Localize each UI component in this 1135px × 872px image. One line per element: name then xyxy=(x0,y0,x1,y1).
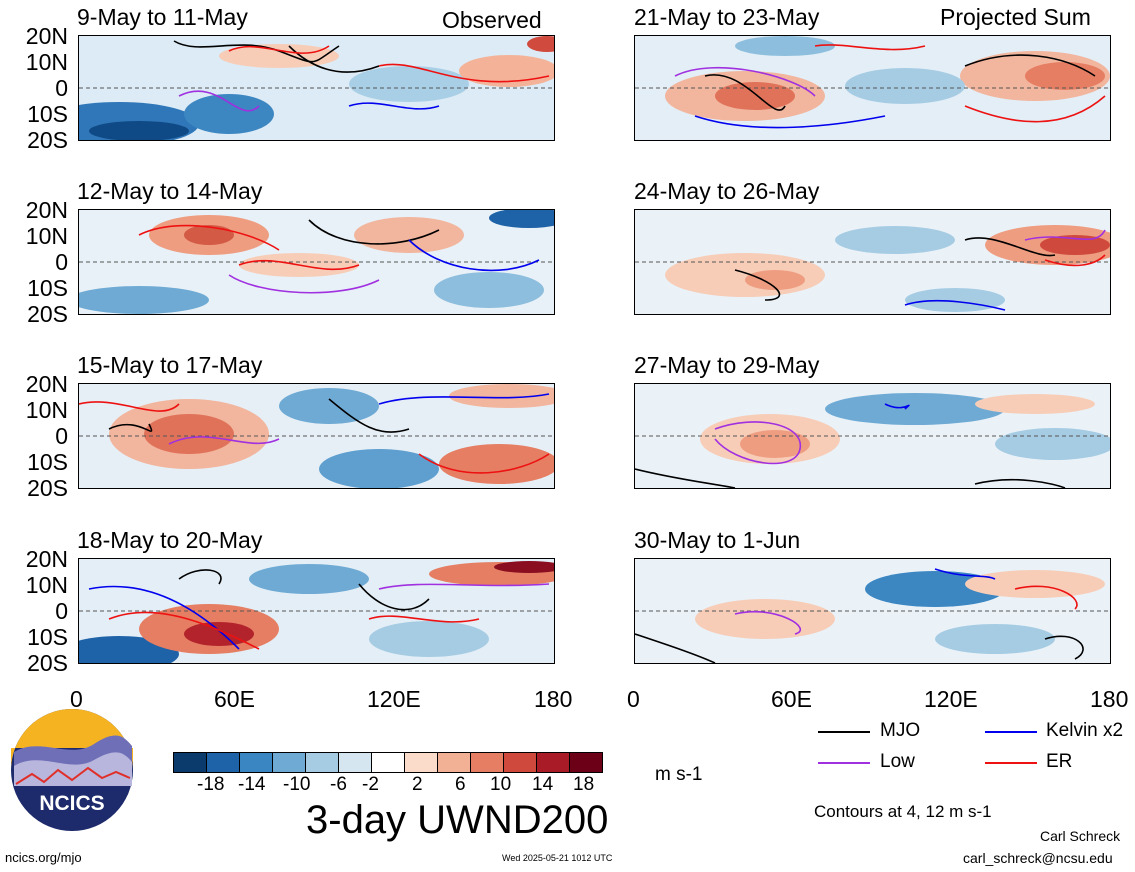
map-panel-right-2 xyxy=(634,209,1111,315)
lon-label: 60E xyxy=(771,686,812,712)
lat-label: 20S xyxy=(27,301,68,327)
svg-text:NCICS: NCICS xyxy=(39,792,104,815)
legend-label-kelvin: Kelvin x2 xyxy=(1046,720,1124,741)
lat-label: 10S xyxy=(27,449,68,475)
lon-label: 60E xyxy=(214,686,255,712)
lat-label: 0 xyxy=(55,423,68,449)
colorbar-swatch xyxy=(372,753,405,772)
colorbar-tick: -2 xyxy=(362,774,379,795)
colorbar-swatch xyxy=(306,753,339,772)
map-panel-right-3 xyxy=(634,383,1111,489)
lon-label: 180 xyxy=(534,686,573,712)
panel-title-left-2: 12-May to 14-May xyxy=(77,178,263,204)
colorbar-tick: 10 xyxy=(490,774,512,795)
colorbar-units: m s-1 xyxy=(655,764,703,785)
legend-line-low xyxy=(818,762,870,764)
colorbar-tick: 2 xyxy=(412,774,423,795)
map-panel-right-4 xyxy=(634,558,1111,664)
panel-title-left-3: 15-May to 17-May xyxy=(77,352,263,378)
legend-label-mjo: MJO xyxy=(880,720,921,741)
lon-label: 120E xyxy=(367,686,421,712)
field-right-2 xyxy=(635,210,1110,314)
projected-sum-label: Projected Sum xyxy=(940,4,1091,30)
lat-label: 10N xyxy=(25,223,68,249)
colorbar-swatch xyxy=(570,753,602,772)
footer-url[interactable]: ncics.org/mjo xyxy=(5,850,82,865)
lat-label: 0 xyxy=(55,598,68,624)
lat-label: 20S xyxy=(27,127,68,153)
field-left-4 xyxy=(79,559,554,663)
map-panel-left-2 xyxy=(78,209,555,315)
colorbar-tick: -18 xyxy=(197,774,225,795)
colorbar-swatch xyxy=(471,753,504,772)
lat-label: 0 xyxy=(55,75,68,101)
lon-label: 180 xyxy=(1090,686,1129,712)
colorbar-swatch xyxy=(174,753,207,772)
footer-email[interactable]: carl_schreck@ncsu.edu xyxy=(963,850,1113,866)
field-right-3 xyxy=(635,384,1110,488)
map-panel-left-3 xyxy=(78,383,555,489)
legend-label-low: Low xyxy=(880,751,915,772)
field-right-1 xyxy=(635,36,1110,140)
lat-label: 20S xyxy=(27,650,68,676)
lat-label: 10S xyxy=(27,275,68,301)
colorbar-swatch xyxy=(504,753,537,772)
colorbar-swatch xyxy=(438,753,471,772)
panel-title-right-1: 21-May to 23-May xyxy=(634,4,820,30)
field-left-3 xyxy=(79,384,554,488)
colorbar-tick: 18 xyxy=(573,774,595,795)
panel-title-right-4: 30-May to 1-Jun xyxy=(634,527,801,553)
footer-author: Carl Schreck xyxy=(1040,828,1121,844)
lat-label: 10S xyxy=(27,624,68,650)
field-left-1 xyxy=(79,36,554,140)
lon-label: 0 xyxy=(627,686,640,712)
colorbar-swatch xyxy=(405,753,438,772)
colorbar-swatch xyxy=(240,753,273,772)
lat-label: 20N xyxy=(25,23,68,49)
map-panel-right-1 xyxy=(634,35,1111,141)
legend-line-kelvin xyxy=(985,731,1037,733)
field-left-2 xyxy=(79,210,554,314)
lat-label: 10N xyxy=(25,49,68,75)
lat-label: 10N xyxy=(25,397,68,423)
field-right-4 xyxy=(635,559,1110,663)
colorbar-tick: -10 xyxy=(283,774,311,795)
colorbar-swatch xyxy=(207,753,240,772)
lat-label: 10S xyxy=(27,101,68,127)
lat-label: 10N xyxy=(25,572,68,598)
colorbar-swatch xyxy=(273,753,306,772)
colorbar xyxy=(173,752,603,773)
lat-label: 20S xyxy=(27,475,68,501)
figure-title: 3-day UWND200 xyxy=(306,798,609,842)
legend-line-mjo xyxy=(818,731,870,733)
map-panel-left-4 xyxy=(78,558,555,664)
legend-line-er xyxy=(985,762,1037,764)
lon-label: 120E xyxy=(924,686,978,712)
lat-label: 0 xyxy=(55,249,68,275)
legend-label-er: ER xyxy=(1046,751,1073,772)
colorbar-tick: 14 xyxy=(532,774,554,795)
colorbar-tick: -6 xyxy=(330,774,347,795)
lat-label: 20N xyxy=(25,197,68,223)
colorbar-swatch xyxy=(339,753,372,772)
lat-label: 20N xyxy=(25,371,68,397)
ncics-logo: NCICS xyxy=(10,708,134,832)
colorbar-tick: -14 xyxy=(238,774,266,795)
footer-timestamp: Wed 2025-05-21 1012 UTC xyxy=(502,853,613,863)
colorbar-swatch xyxy=(537,753,570,772)
panel-title-left-1: 9-May to 11-May xyxy=(77,4,248,30)
panel-title-right-2: 24-May to 26-May xyxy=(634,178,820,204)
panel-title-left-4: 18-May to 20-May xyxy=(77,527,263,553)
lat-label: 20N xyxy=(25,546,68,572)
lon-label: 0 xyxy=(70,686,83,712)
colorbar-tick: 6 xyxy=(455,774,466,795)
observed-label: Observed xyxy=(442,7,542,33)
contours-note: Contours at 4, 12 m s-1 xyxy=(814,802,992,821)
panel-title-right-3: 27-May to 29-May xyxy=(634,352,820,378)
map-panel-left-1 xyxy=(78,35,555,141)
